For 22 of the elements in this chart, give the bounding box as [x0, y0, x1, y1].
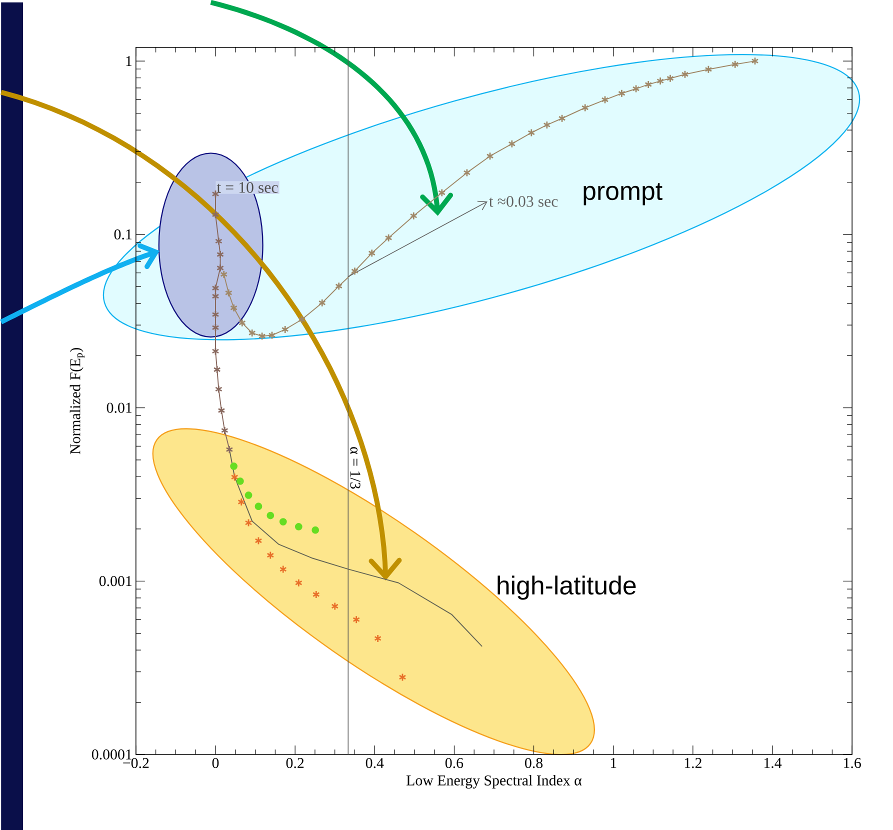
- x-tick-label: 1.4: [764, 758, 782, 768]
- y-axis-title: Normalized F(E$_{p}$): [70, 348, 85, 454]
- annotation: t ≈0.03 sec: [489, 196, 558, 207]
- x-tick-label: 1.6: [844, 758, 861, 768]
- x-tick-label: 1.2: [684, 758, 702, 768]
- y-tick-label: 1: [126, 56, 132, 66]
- x-tick-label: 0.2: [286, 758, 304, 768]
- x-tick-label: 0.6: [445, 758, 464, 768]
- x-tick-label: 1: [610, 758, 616, 768]
- x-tick-label: 0: [212, 758, 219, 768]
- x-tick-label: −0.2: [123, 758, 149, 768]
- y-tick-label: 0.001: [99, 576, 132, 586]
- y-tick-label: 0.01: [106, 402, 132, 413]
- annotation: prompt: [584, 182, 662, 206]
- x-axis-title: Low Energy Spectral Index α: [406, 774, 582, 788]
- y-tick-label: 0.1: [114, 229, 132, 240]
- annotation: t = 10 sec: [216, 182, 278, 193]
- annotation: α = 1/3: [350, 446, 360, 489]
- y-tick-label: 0.0001: [92, 749, 132, 760]
- x-tick-label: 0.8: [525, 758, 543, 768]
- annotation: high-latitude: [498, 575, 636, 600]
- x-tick-label: 0.4: [366, 758, 384, 768]
